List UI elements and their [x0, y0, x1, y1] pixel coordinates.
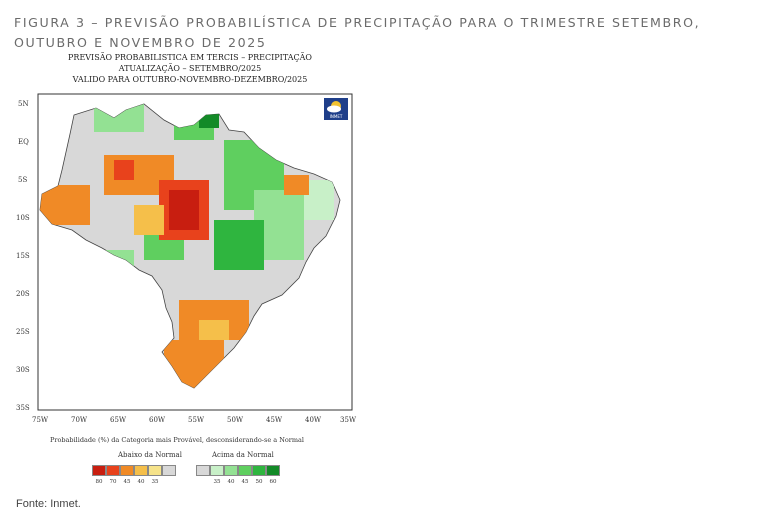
legend-swatch: [252, 465, 266, 476]
lat-label: 25S: [16, 328, 30, 336]
lon-label: 65W: [110, 416, 127, 424]
lon-label: 70W: [71, 416, 88, 424]
patch-acre-orange: [40, 185, 90, 225]
legend-swatch: [92, 465, 106, 476]
legend-swatch: [120, 465, 134, 476]
patch-center-green: [214, 220, 264, 270]
patch-south-yellow: [199, 320, 229, 340]
legend-swatch: [162, 465, 176, 476]
legend-value: 45: [123, 479, 131, 485]
legend-value: 35: [151, 479, 159, 485]
legend-swatch: [266, 465, 280, 476]
patch-yellow: [134, 205, 164, 235]
logo-text: INMET: [330, 114, 343, 119]
lat-label: 10S: [16, 214, 30, 222]
lat-label: EQ: [18, 138, 29, 146]
legend-value: 40: [227, 479, 235, 485]
patch-ne-orange: [284, 175, 309, 195]
probability-patches: [40, 104, 334, 388]
lat-axis: 5N EQ 5S 10S 15S 20S 25S 30S 35S: [16, 100, 30, 412]
patch-para-dark: [169, 190, 199, 230]
lon-label: 35W: [340, 416, 357, 424]
legend-above-label: Acima da Normal: [212, 451, 274, 459]
legend-value: 60: [269, 479, 277, 485]
lat-label: 15S: [16, 252, 30, 260]
lon-axis: 75W 70W 65W 60W 55W 50W 45W 40W 35W: [32, 416, 357, 424]
lat-label: 5N: [18, 100, 29, 108]
map-title-line1: PREVISÃO PROBABILISTICA EM TERCIS – PREC…: [68, 53, 312, 62]
forecast-map: 5N EQ 5S 10S 15S 20S 25S 30S 35S 75W 70W…: [14, 90, 364, 439]
legend-value: 70: [109, 479, 117, 485]
legend-swatch: [238, 465, 252, 476]
legend-value: 40: [137, 479, 145, 485]
legend-swatch: [210, 465, 224, 476]
legend-below-label: Abaixo da Normal: [118, 451, 182, 459]
lon-label: 55W: [188, 416, 205, 424]
lon-label: 60W: [149, 416, 166, 424]
map-title-block: PREVISÃO PROBABILISTICA EM TERCIS – PREC…: [40, 52, 340, 85]
legend-value: 45: [241, 479, 249, 485]
legend-swatch: [148, 465, 162, 476]
map-title-line3: VALIDO PARA OUTUBRO-NOVEMBRO-DEZEMBRO/20…: [72, 75, 308, 84]
source-note: Fonte: Inmet.: [16, 498, 81, 510]
patch-amazon-red: [114, 160, 134, 180]
lat-label: 30S: [16, 366, 30, 374]
legend-swatch: [134, 465, 148, 476]
legend-swatch: [196, 465, 210, 476]
lat-label: 20S: [16, 290, 30, 298]
inmet-logo: INMET: [324, 98, 348, 120]
figure-title: FIGURA 3 – PREVISÃO PROBABILÍSTICA DE PR…: [14, 15, 701, 50]
lon-label: 50W: [227, 416, 244, 424]
map-footnote: Probabilidade (%) da Categoria mais Prov…: [50, 436, 305, 444]
map-title-line2: ATUALIZAÇÃO – SETEMBRO/2025: [118, 64, 262, 73]
lat-label: 5S: [18, 176, 27, 184]
legend-swatch: [106, 465, 120, 476]
lat-label: 35S: [16, 404, 30, 412]
forecast-map-svg: 5N EQ 5S 10S 15S 20S 25S 30S 35S 75W 70W…: [16, 93, 357, 424]
legend-swatch: [224, 465, 238, 476]
lon-label: 45W: [266, 416, 283, 424]
legend-value: 80: [95, 479, 103, 485]
lon-label: 75W: [32, 416, 49, 424]
legend-value: 50: [255, 479, 263, 485]
lon-label: 40W: [305, 416, 322, 424]
legend-value: 35: [213, 479, 221, 485]
